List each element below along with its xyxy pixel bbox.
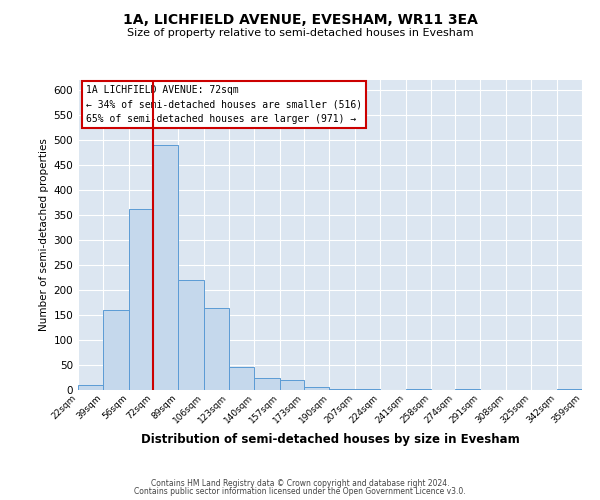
Bar bbox=[229, 366, 254, 390]
Bar bbox=[406, 389, 431, 390]
Bar bbox=[280, 380, 304, 390]
Y-axis label: Number of semi-detached properties: Number of semi-detached properties bbox=[39, 138, 49, 332]
Bar bbox=[78, 385, 103, 390]
Bar bbox=[153, 144, 178, 390]
Text: 1A, LICHFIELD AVENUE, EVESHAM, WR11 3EA: 1A, LICHFIELD AVENUE, EVESHAM, WR11 3EA bbox=[122, 12, 478, 26]
Bar bbox=[129, 208, 153, 390]
Bar bbox=[329, 389, 355, 390]
Bar bbox=[304, 387, 329, 390]
Bar bbox=[103, 310, 129, 390]
Bar bbox=[203, 308, 229, 390]
Text: Size of property relative to semi-detached houses in Evesham: Size of property relative to semi-detach… bbox=[127, 28, 473, 38]
Bar bbox=[557, 389, 582, 390]
Text: 1A LICHFIELD AVENUE: 72sqm
← 34% of semi-detached houses are smaller (516)
65% o: 1A LICHFIELD AVENUE: 72sqm ← 34% of semi… bbox=[86, 84, 362, 124]
Text: Contains public sector information licensed under the Open Government Licence v3: Contains public sector information licen… bbox=[134, 487, 466, 496]
X-axis label: Distribution of semi-detached houses by size in Evesham: Distribution of semi-detached houses by … bbox=[140, 433, 520, 446]
Text: Contains HM Land Registry data © Crown copyright and database right 2024.: Contains HM Land Registry data © Crown c… bbox=[151, 478, 449, 488]
Bar bbox=[178, 280, 203, 390]
Bar bbox=[355, 389, 380, 390]
Bar bbox=[455, 389, 481, 390]
Bar bbox=[254, 378, 280, 390]
